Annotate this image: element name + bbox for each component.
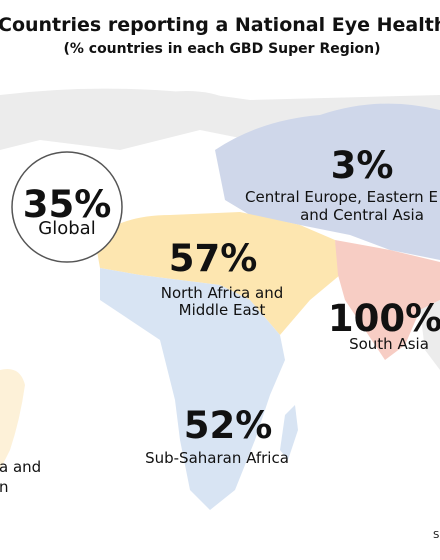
region-label: South Asia	[349, 335, 429, 353]
land-east	[420, 300, 440, 370]
title: Countries reporting a National Eye Healt…	[0, 14, 440, 36]
region-latin-america	[0, 369, 25, 470]
region-value: 57%	[169, 237, 258, 280]
region-label: n	[0, 478, 9, 496]
region-label: and Central Asia	[300, 206, 424, 224]
region-value: 100%	[328, 297, 440, 340]
region-label: Sub-Saharan Africa	[145, 449, 289, 467]
subtitle: (% countries in each GBD Super Region)	[63, 41, 380, 57]
source: S	[433, 530, 439, 541]
region-label: a and	[0, 458, 41, 476]
region-label: Middle East	[179, 301, 266, 319]
global-circle	[11, 151, 123, 263]
region-value: 35%	[23, 183, 112, 226]
region-central-europe-asia	[215, 103, 440, 260]
region-value: 52%	[184, 404, 273, 447]
region-value: 3%	[331, 144, 394, 187]
greenland	[150, 91, 230, 130]
region-north-africa-middle-east	[95, 212, 340, 335]
region-south-asia	[335, 240, 440, 360]
region-label: Global	[38, 218, 95, 239]
region-label: North Africa and	[161, 284, 284, 302]
region-sub-saharan-africa	[100, 268, 285, 510]
madagascar	[280, 405, 298, 460]
region-label: Central Europe, Eastern E	[245, 188, 438, 206]
